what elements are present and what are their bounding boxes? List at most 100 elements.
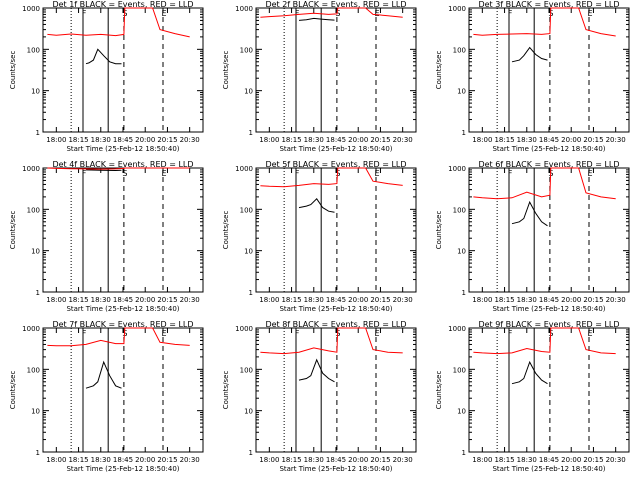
y-tick-label: 10 bbox=[457, 248, 466, 256]
marker-label: E bbox=[374, 329, 379, 338]
chart-panel-4: Det 4f BLACK = Events, RED = LLD 1 10 100 10… bbox=[9, 160, 204, 313]
x-tick-label: 20:30 bbox=[180, 456, 200, 464]
chart-panel-6: Det 6f BLACK = Events, RED = LLD 1 10 100 10… bbox=[435, 160, 630, 313]
marker-label: F bbox=[295, 169, 300, 178]
plot-frame bbox=[42, 327, 204, 453]
x-tick-label: 18:00 bbox=[472, 456, 492, 464]
plot-frame bbox=[255, 7, 417, 133]
y-tick-label: 1000 bbox=[448, 165, 466, 173]
x-tick-label: 20:30 bbox=[606, 136, 626, 144]
y-axis-label: Counts/sec bbox=[9, 211, 17, 250]
plot-frame bbox=[42, 167, 204, 293]
marker-label: E bbox=[587, 169, 592, 178]
x-tick-label: 18:00 bbox=[46, 136, 66, 144]
x-tick-label: 18:00 bbox=[259, 296, 279, 304]
x-tick-label: 20:15 bbox=[157, 296, 177, 304]
x-tick-label: 18:15 bbox=[68, 136, 88, 144]
x-tick-label: 20:15 bbox=[157, 456, 177, 464]
marker-label: F bbox=[508, 329, 513, 338]
x-tick-label: 18:45 bbox=[113, 136, 133, 144]
y-tick-label: 1000 bbox=[448, 5, 466, 13]
series-line-lld bbox=[260, 7, 403, 18]
x-tick-label: 18:30 bbox=[304, 136, 324, 144]
y-axis-label: Counts/sec bbox=[435, 211, 443, 250]
x-axis-label: Start Time (25-Feb-12 18:50:40) bbox=[492, 145, 605, 153]
series-line-lld bbox=[473, 327, 616, 355]
x-tick-label: 20:30 bbox=[393, 136, 413, 144]
series-line-events bbox=[298, 17, 335, 21]
x-tick-label: 18:45 bbox=[113, 296, 133, 304]
x-tick-label: 18:45 bbox=[539, 136, 559, 144]
marker-label: E bbox=[161, 169, 166, 178]
y-tick-label: 1 bbox=[36, 289, 40, 297]
chart-title: Det 2f BLACK = Events, RED = LLD bbox=[265, 0, 406, 9]
x-tick-label: 18:15 bbox=[494, 296, 514, 304]
x-tick-label: 18:00 bbox=[259, 136, 279, 144]
y-tick-label: 1 bbox=[462, 129, 466, 137]
marker-label: F bbox=[508, 9, 513, 18]
x-tick-label: 18:45 bbox=[539, 296, 559, 304]
series-line-events bbox=[511, 200, 548, 227]
y-tick-label: 1 bbox=[249, 129, 253, 137]
x-tick-label: 20:15 bbox=[157, 136, 177, 144]
x-tick-label: 18:15 bbox=[494, 136, 514, 144]
y-tick-label: 10 bbox=[31, 88, 40, 96]
marker-label: E bbox=[374, 9, 379, 18]
x-axis-label: Start Time (25-Feb-12 18:50:40) bbox=[66, 305, 179, 313]
x-tick-label: 20:15 bbox=[583, 456, 603, 464]
chart-title: Det 9f BLACK = Events, RED = LLD bbox=[478, 320, 619, 329]
x-tick-label: 20:30 bbox=[180, 296, 200, 304]
marker-label: E bbox=[587, 329, 592, 338]
x-axis-label: Start Time (25-Feb-12 18:50:40) bbox=[492, 465, 605, 473]
y-tick-label: 1 bbox=[249, 289, 253, 297]
y-tick-label: 10 bbox=[244, 408, 253, 416]
x-tick-label: 18:45 bbox=[326, 136, 346, 144]
chart-panel-1: Det 1f BLACK = Events, RED = LLD 1 10 100 10… bbox=[9, 0, 204, 153]
x-tick-label: 20:00 bbox=[348, 296, 368, 304]
marker-label: S bbox=[122, 169, 127, 178]
y-tick-label: 100 bbox=[453, 366, 466, 374]
marker-label: S bbox=[335, 9, 340, 18]
x-tick-label: 18:30 bbox=[517, 456, 537, 464]
chart-title: Det 5f BLACK = Events, RED = LLD bbox=[265, 160, 406, 169]
y-axis-label: Counts/sec bbox=[435, 51, 443, 90]
x-tick-label: 20:30 bbox=[606, 456, 626, 464]
x-tick-label: 18:45 bbox=[539, 456, 559, 464]
marker-label: F bbox=[295, 9, 300, 18]
chart-panel-3: Det 3f BLACK = Events, RED = LLD 1 10 100 10… bbox=[435, 0, 630, 153]
x-axis-label: Start Time (25-Feb-12 18:50:40) bbox=[66, 465, 179, 473]
x-axis-label: Start Time (25-Feb-12 18:50:40) bbox=[279, 305, 392, 313]
x-tick-label: 20:00 bbox=[348, 136, 368, 144]
marker-label: E bbox=[374, 169, 379, 178]
plot-frame bbox=[468, 327, 630, 453]
x-tick-label: 20:15 bbox=[370, 296, 390, 304]
marker-label: F bbox=[82, 329, 87, 338]
x-tick-label: 18:00 bbox=[472, 136, 492, 144]
x-tick-label: 18:15 bbox=[281, 136, 301, 144]
x-tick-label: 18:15 bbox=[68, 456, 88, 464]
x-tick-label: 20:30 bbox=[393, 296, 413, 304]
x-tick-label: 20:00 bbox=[135, 136, 155, 144]
x-tick-label: 20:00 bbox=[561, 136, 581, 144]
x-tick-label: 18:30 bbox=[91, 136, 111, 144]
series-line-events bbox=[298, 198, 335, 213]
x-tick-label: 18:45 bbox=[113, 456, 133, 464]
chart-panel-5: Det 5f BLACK = Events, RED = LLD 1 10 100 10… bbox=[222, 160, 417, 313]
series-line-lld bbox=[47, 7, 190, 38]
x-tick-label: 20:00 bbox=[561, 296, 581, 304]
series-line-events bbox=[511, 46, 548, 63]
x-axis-label: Start Time (25-Feb-12 18:50:40) bbox=[66, 145, 179, 153]
chart-title: Det 4f BLACK = Events, RED = LLD bbox=[52, 160, 193, 169]
y-tick-label: 1000 bbox=[22, 5, 40, 13]
chart-panel-2: Det 2f BLACK = Events, RED = LLD 1 10 100 10… bbox=[222, 0, 417, 153]
x-tick-label: 18:15 bbox=[494, 456, 514, 464]
x-tick-label: 18:30 bbox=[304, 296, 324, 304]
x-tick-label: 18:15 bbox=[281, 296, 301, 304]
y-tick-label: 1 bbox=[36, 129, 40, 137]
y-tick-label: 1000 bbox=[235, 325, 253, 333]
series-line-events bbox=[85, 360, 122, 389]
marker-label: E bbox=[161, 329, 166, 338]
x-axis-label: Start Time (25-Feb-12 18:50:40) bbox=[279, 145, 392, 153]
y-tick-label: 1 bbox=[462, 449, 466, 457]
y-tick-label: 1000 bbox=[448, 325, 466, 333]
